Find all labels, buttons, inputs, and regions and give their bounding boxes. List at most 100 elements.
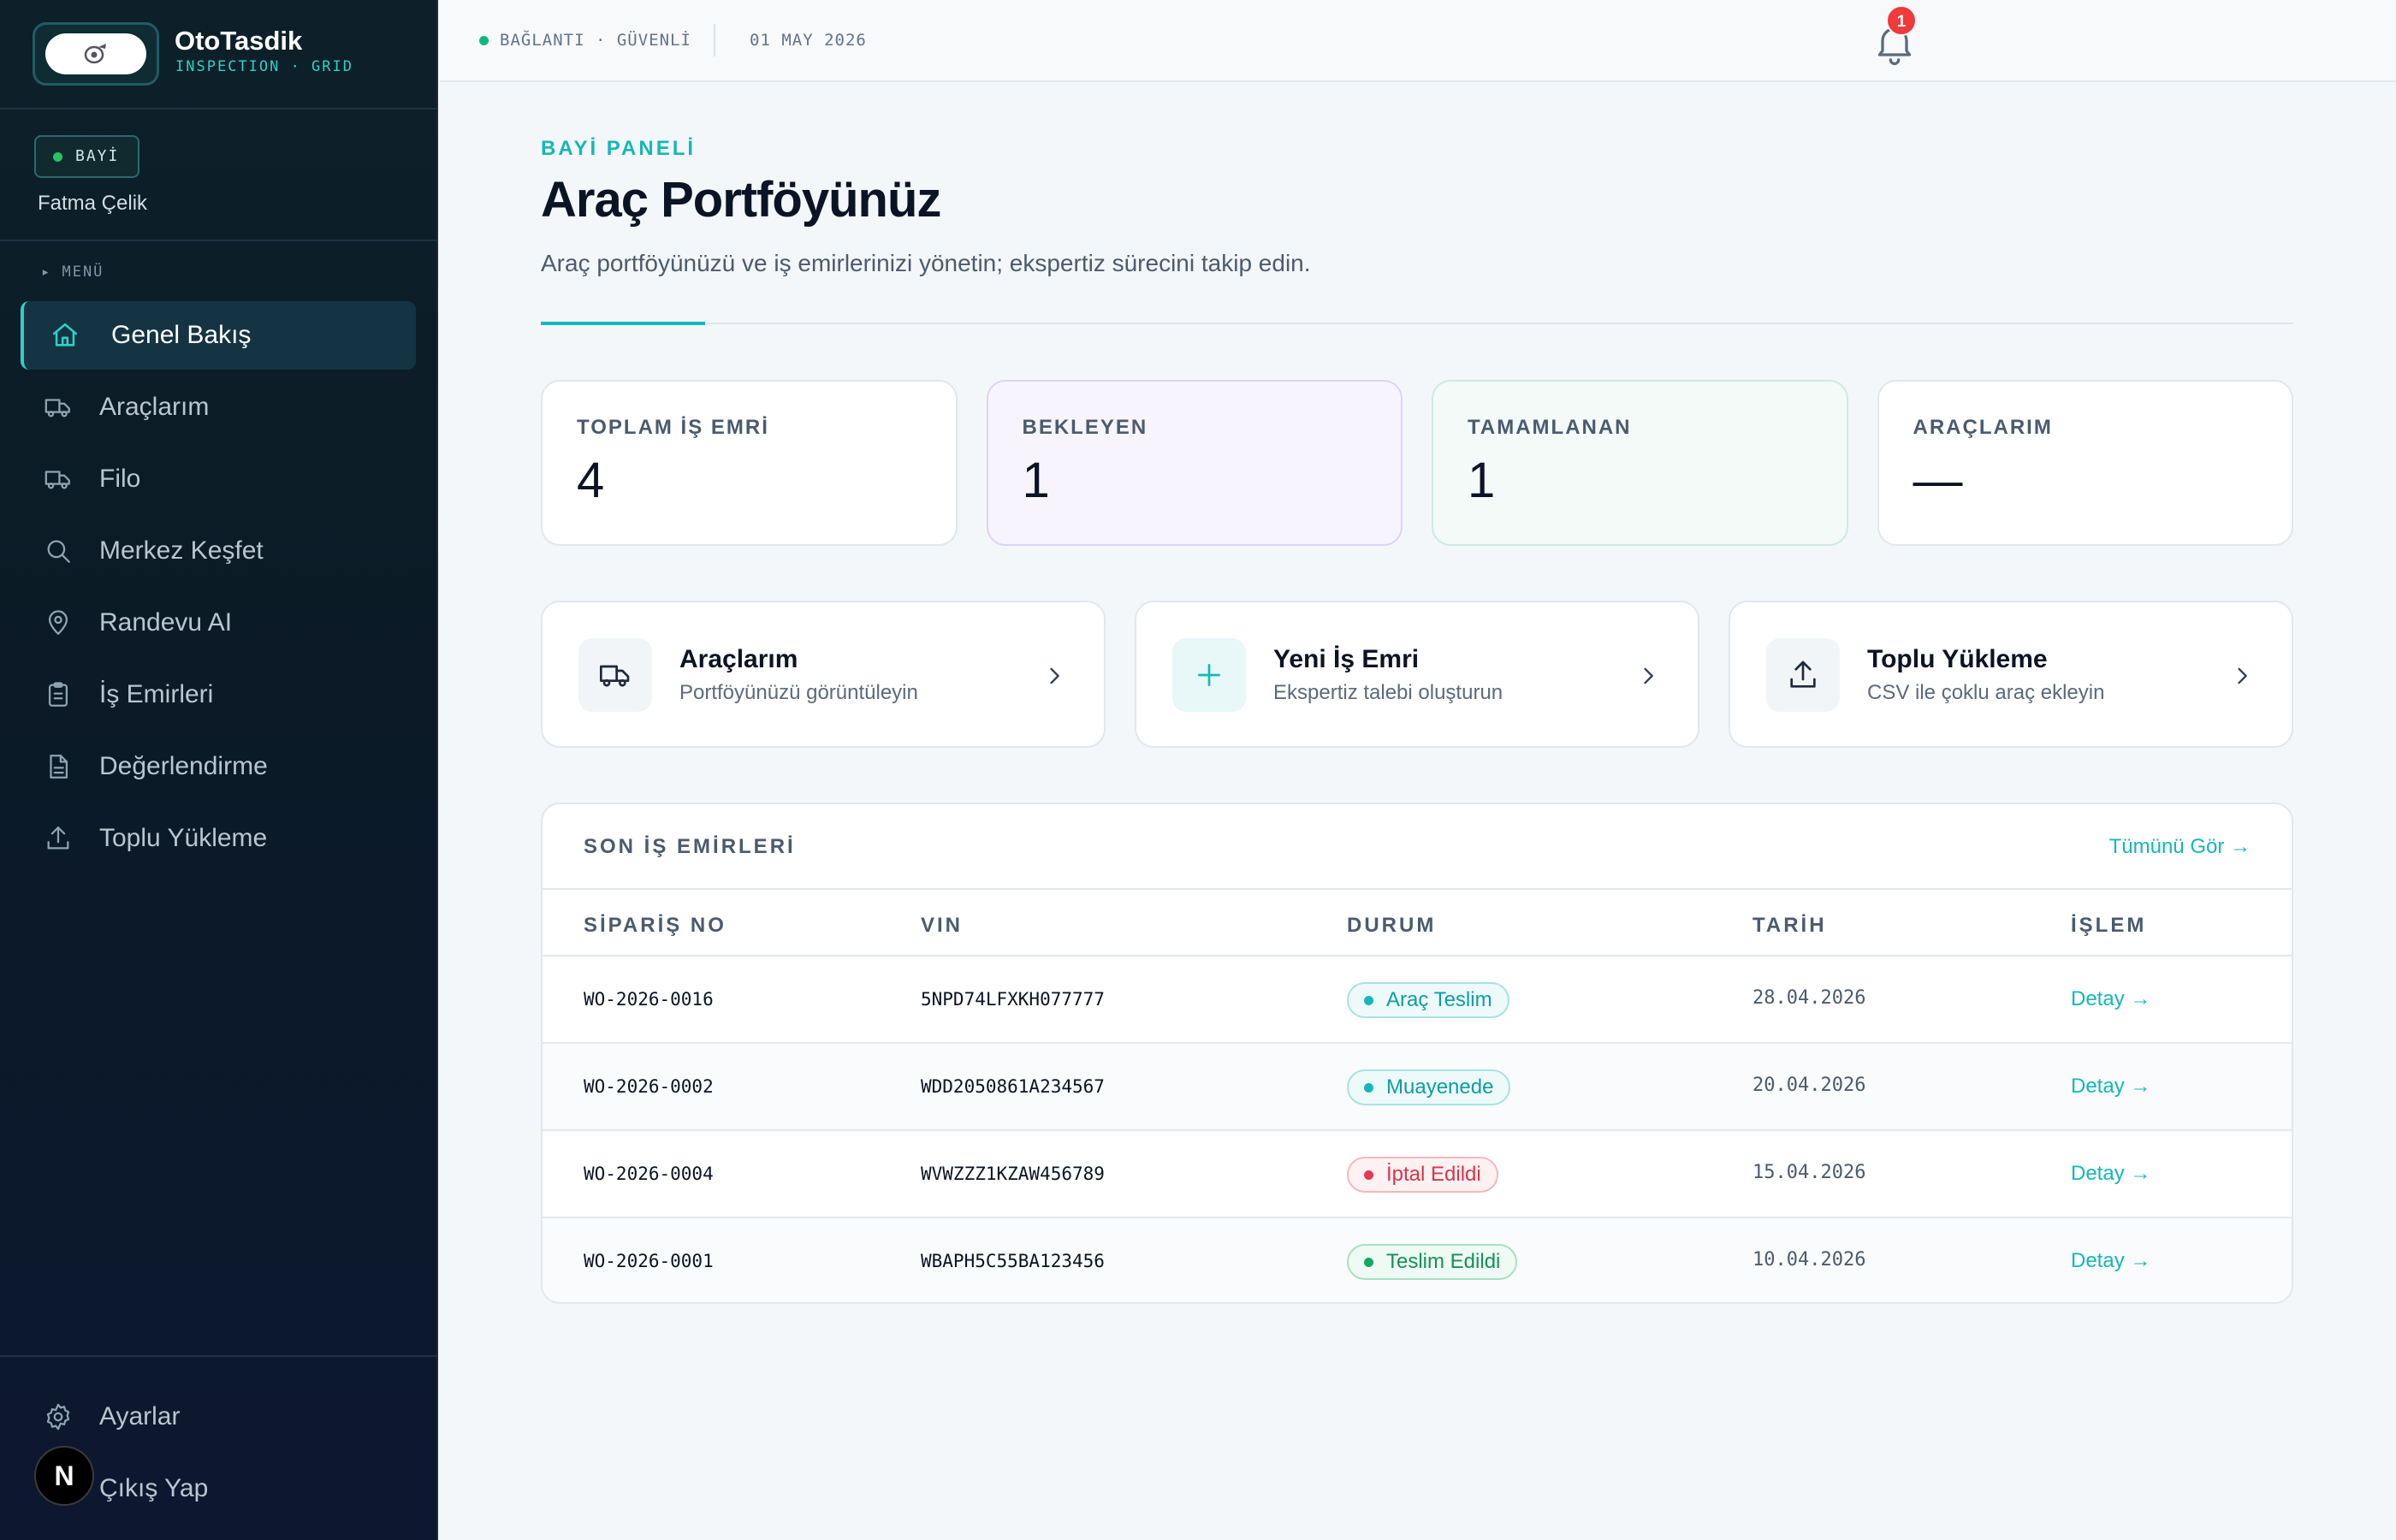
status-label: Araç Teslim — [1386, 988, 1492, 1011]
stat-card-vehicles: ARAÇLARIM — — [1877, 380, 2293, 546]
status-label: İptal Edildi — [1386, 1163, 1481, 1186]
truck-icon — [43, 392, 74, 423]
view-all-link[interactable]: Tümünü Gör → — [2108, 835, 2251, 858]
online-dot — [53, 152, 62, 162]
nav-label: Araçlarım — [99, 393, 210, 421]
page-title: Araç Portföyünüz — [541, 172, 941, 228]
action-title: Toplu Yükleme — [1867, 645, 2048, 673]
role-label: BAYİ — [75, 147, 120, 165]
divider-accent — [541, 322, 705, 325]
action-description: Portföyünüzü görüntüleyin — [679, 681, 918, 704]
nav-item-genel-bakis[interactable]: Genel Bakış — [21, 301, 416, 370]
order-date: 15.04.2026 — [1753, 1162, 1866, 1183]
nav-label: Genel Bakış — [111, 321, 252, 349]
stat-value: 1 — [1022, 453, 1050, 508]
connection-status: BAĞLANTI · GÜVENLİ — [500, 31, 691, 50]
stat-label: TOPLAM İŞ EMRİ — [577, 416, 769, 439]
nav-item-filo[interactable]: Filo — [21, 445, 416, 513]
stat-value: 4 — [577, 453, 605, 508]
nav-item-merkez-kesfet[interactable]: Merkez Keşfet — [21, 517, 416, 585]
stat-value: — — [1913, 453, 1963, 508]
nav-item-is-emirleri[interactable]: İş Emirleri — [21, 660, 416, 729]
table-row[interactable]: WO-2026-0004 WVWZZZ1KZAW456789 İptal Edi… — [543, 1131, 2292, 1218]
file-icon — [43, 751, 74, 782]
table-row[interactable]: WO-2026-0016 5NPD74LFXKH077777 Araç Tesl… — [543, 957, 2292, 1044]
detail-link[interactable]: Detay → — [2071, 1162, 2151, 1185]
table-row[interactable]: WO-2026-0002 WDD2050861A234567 Muayenede… — [543, 1044, 2292, 1131]
nav-item-toplu-yukleme[interactable]: Toplu Yükleme — [21, 804, 416, 873]
action-card-yeni-is-emri[interactable]: Yeni İş Emri Ekspertiz talebi oluşturun — [1135, 601, 1699, 748]
user-name: Fatma Çelik — [38, 192, 148, 215]
page-eyebrow: BAYİ PANELİ — [541, 137, 697, 160]
dev-tools-badge[interactable]: N — [34, 1446, 94, 1506]
truck-icon — [578, 638, 652, 712]
logo[interactable] — [33, 22, 159, 86]
stat-card-total: TOPLAM İŞ EMRİ 4 — [541, 380, 958, 546]
action-card-araclarim[interactable]: Araçlarım Portföyünüzü görüntüleyin — [541, 601, 1106, 748]
column-header-date[interactable]: TARİH — [1753, 914, 1827, 937]
order-number: WO-2026-0004 — [584, 1164, 714, 1184]
status-label: Teslim Edildi — [1386, 1250, 1501, 1273]
nav-label: Filo — [99, 465, 141, 493]
truck-icon — [43, 464, 74, 495]
vin: WVWZZZ1KZAW456789 — [921, 1164, 1105, 1184]
table-row[interactable]: WO-2026-0001 WBAPH5C55BA123456 Teslim Ed… — [543, 1218, 2292, 1302]
status-badge: Teslim Edildi — [1347, 1244, 1518, 1280]
detail-link[interactable]: Detay → — [2071, 1249, 2151, 1272]
recent-orders-card: SON İŞ EMİRLERİ Tümünü Gör → SİPARİŞ NO … — [541, 803, 2293, 1304]
action-title: Yeni İş Emri — [1273, 645, 1420, 673]
map-pin-icon — [43, 607, 74, 638]
order-date: 28.04.2026 — [1753, 987, 1866, 1009]
order-number: WO-2026-0016 — [584, 989, 714, 1010]
status-badge: Muayenede — [1347, 1069, 1511, 1105]
page-subtitle: Araç portföyünüzü ve iş emirlerinizi yön… — [541, 250, 1311, 276]
column-header-action: İŞLEM — [2071, 914, 2147, 937]
notification-count-badge: 1 — [1886, 5, 1917, 36]
column-header-vin[interactable]: VIN — [921, 914, 964, 937]
card-header: SON İŞ EMİRLERİ Tümünü Gör → — [543, 804, 2292, 890]
vin: 5NPD74LFXKH077777 — [921, 989, 1105, 1010]
nav-item-degerlendirme[interactable]: Değerlendirme — [21, 732, 416, 801]
table-header: SİPARİŞ NO VIN DURUM TARİH İŞLEM — [543, 890, 2292, 957]
card-title: SON İŞ EMİRLERİ — [584, 835, 796, 858]
stats-row: TOPLAM İŞ EMRİ 4 BEKLEYEN 1 TAMAMLANAN 1… — [541, 380, 2293, 546]
nav-item-randevu-ai[interactable]: Randevu AI — [21, 589, 416, 657]
gear-icon — [43, 1401, 74, 1432]
role-badge: BAYİ — [34, 135, 140, 178]
column-header-status[interactable]: DURUM — [1347, 914, 1437, 937]
stat-label: TAMAMLANAN — [1468, 416, 1632, 439]
nav-label: İş Emirleri — [99, 680, 214, 708]
stat-value: 1 — [1468, 453, 1496, 508]
nav-label: Merkez Keşfet — [99, 536, 264, 565]
clipboard-icon — [43, 679, 74, 710]
logo-icon — [84, 44, 106, 64]
brand-name: OtoTasdik — [175, 26, 303, 56]
sidebar: OtoTasdik INSPECTION · GRID BAYİ Fatma Ç… — [0, 0, 438, 1540]
order-number: WO-2026-0002 — [584, 1076, 714, 1097]
brand: OtoTasdik INSPECTION · GRID — [0, 0, 438, 110]
column-header-order-no[interactable]: SİPARİŞ NO — [584, 914, 727, 937]
action-title: Araçlarım — [679, 645, 798, 673]
main-nav: Genel Bakış Araçlarım Filo Merkez Keşfet… — [21, 301, 416, 876]
stat-card-pending: BEKLEYEN 1 — [986, 380, 1403, 546]
nav-label: Çıkış Yap — [99, 1474, 209, 1502]
order-date: 20.04.2026 — [1753, 1075, 1866, 1096]
detail-link[interactable]: Detay → — [2071, 987, 2151, 1010]
stat-label: BEKLEYEN — [1022, 416, 1148, 439]
vin: WDD2050861A234567 — [921, 1076, 1105, 1097]
action-card-toplu-yukleme[interactable]: Toplu Yükleme CSV ile çoklu araç ekleyin — [1729, 601, 2293, 748]
order-date: 10.04.2026 — [1753, 1249, 1866, 1270]
nav-item-araclarim[interactable]: Araçlarım — [21, 373, 416, 441]
vin: WBAPH5C55BA123456 — [921, 1251, 1105, 1271]
divider — [541, 323, 2293, 324]
action-description: CSV ile çoklu araç ekleyin — [1867, 681, 2105, 704]
chevron-right-icon — [2238, 667, 2247, 684]
upload-icon — [1766, 638, 1840, 712]
quick-actions: Araçlarım Portföyünüzü görüntüleyin Yeni… — [541, 601, 2293, 748]
topbar: BAĞLANTI · GÜVENLİ 01 MAY 2026 1 — [440, 0, 2396, 82]
detail-link[interactable]: Detay → — [2071, 1075, 2151, 1098]
upload-icon — [43, 823, 74, 854]
divider — [714, 24, 715, 56]
nav-item-ayarlar[interactable]: Ayarlar — [21, 1383, 416, 1451]
menu-label: ▸ MENÜ — [41, 264, 104, 281]
